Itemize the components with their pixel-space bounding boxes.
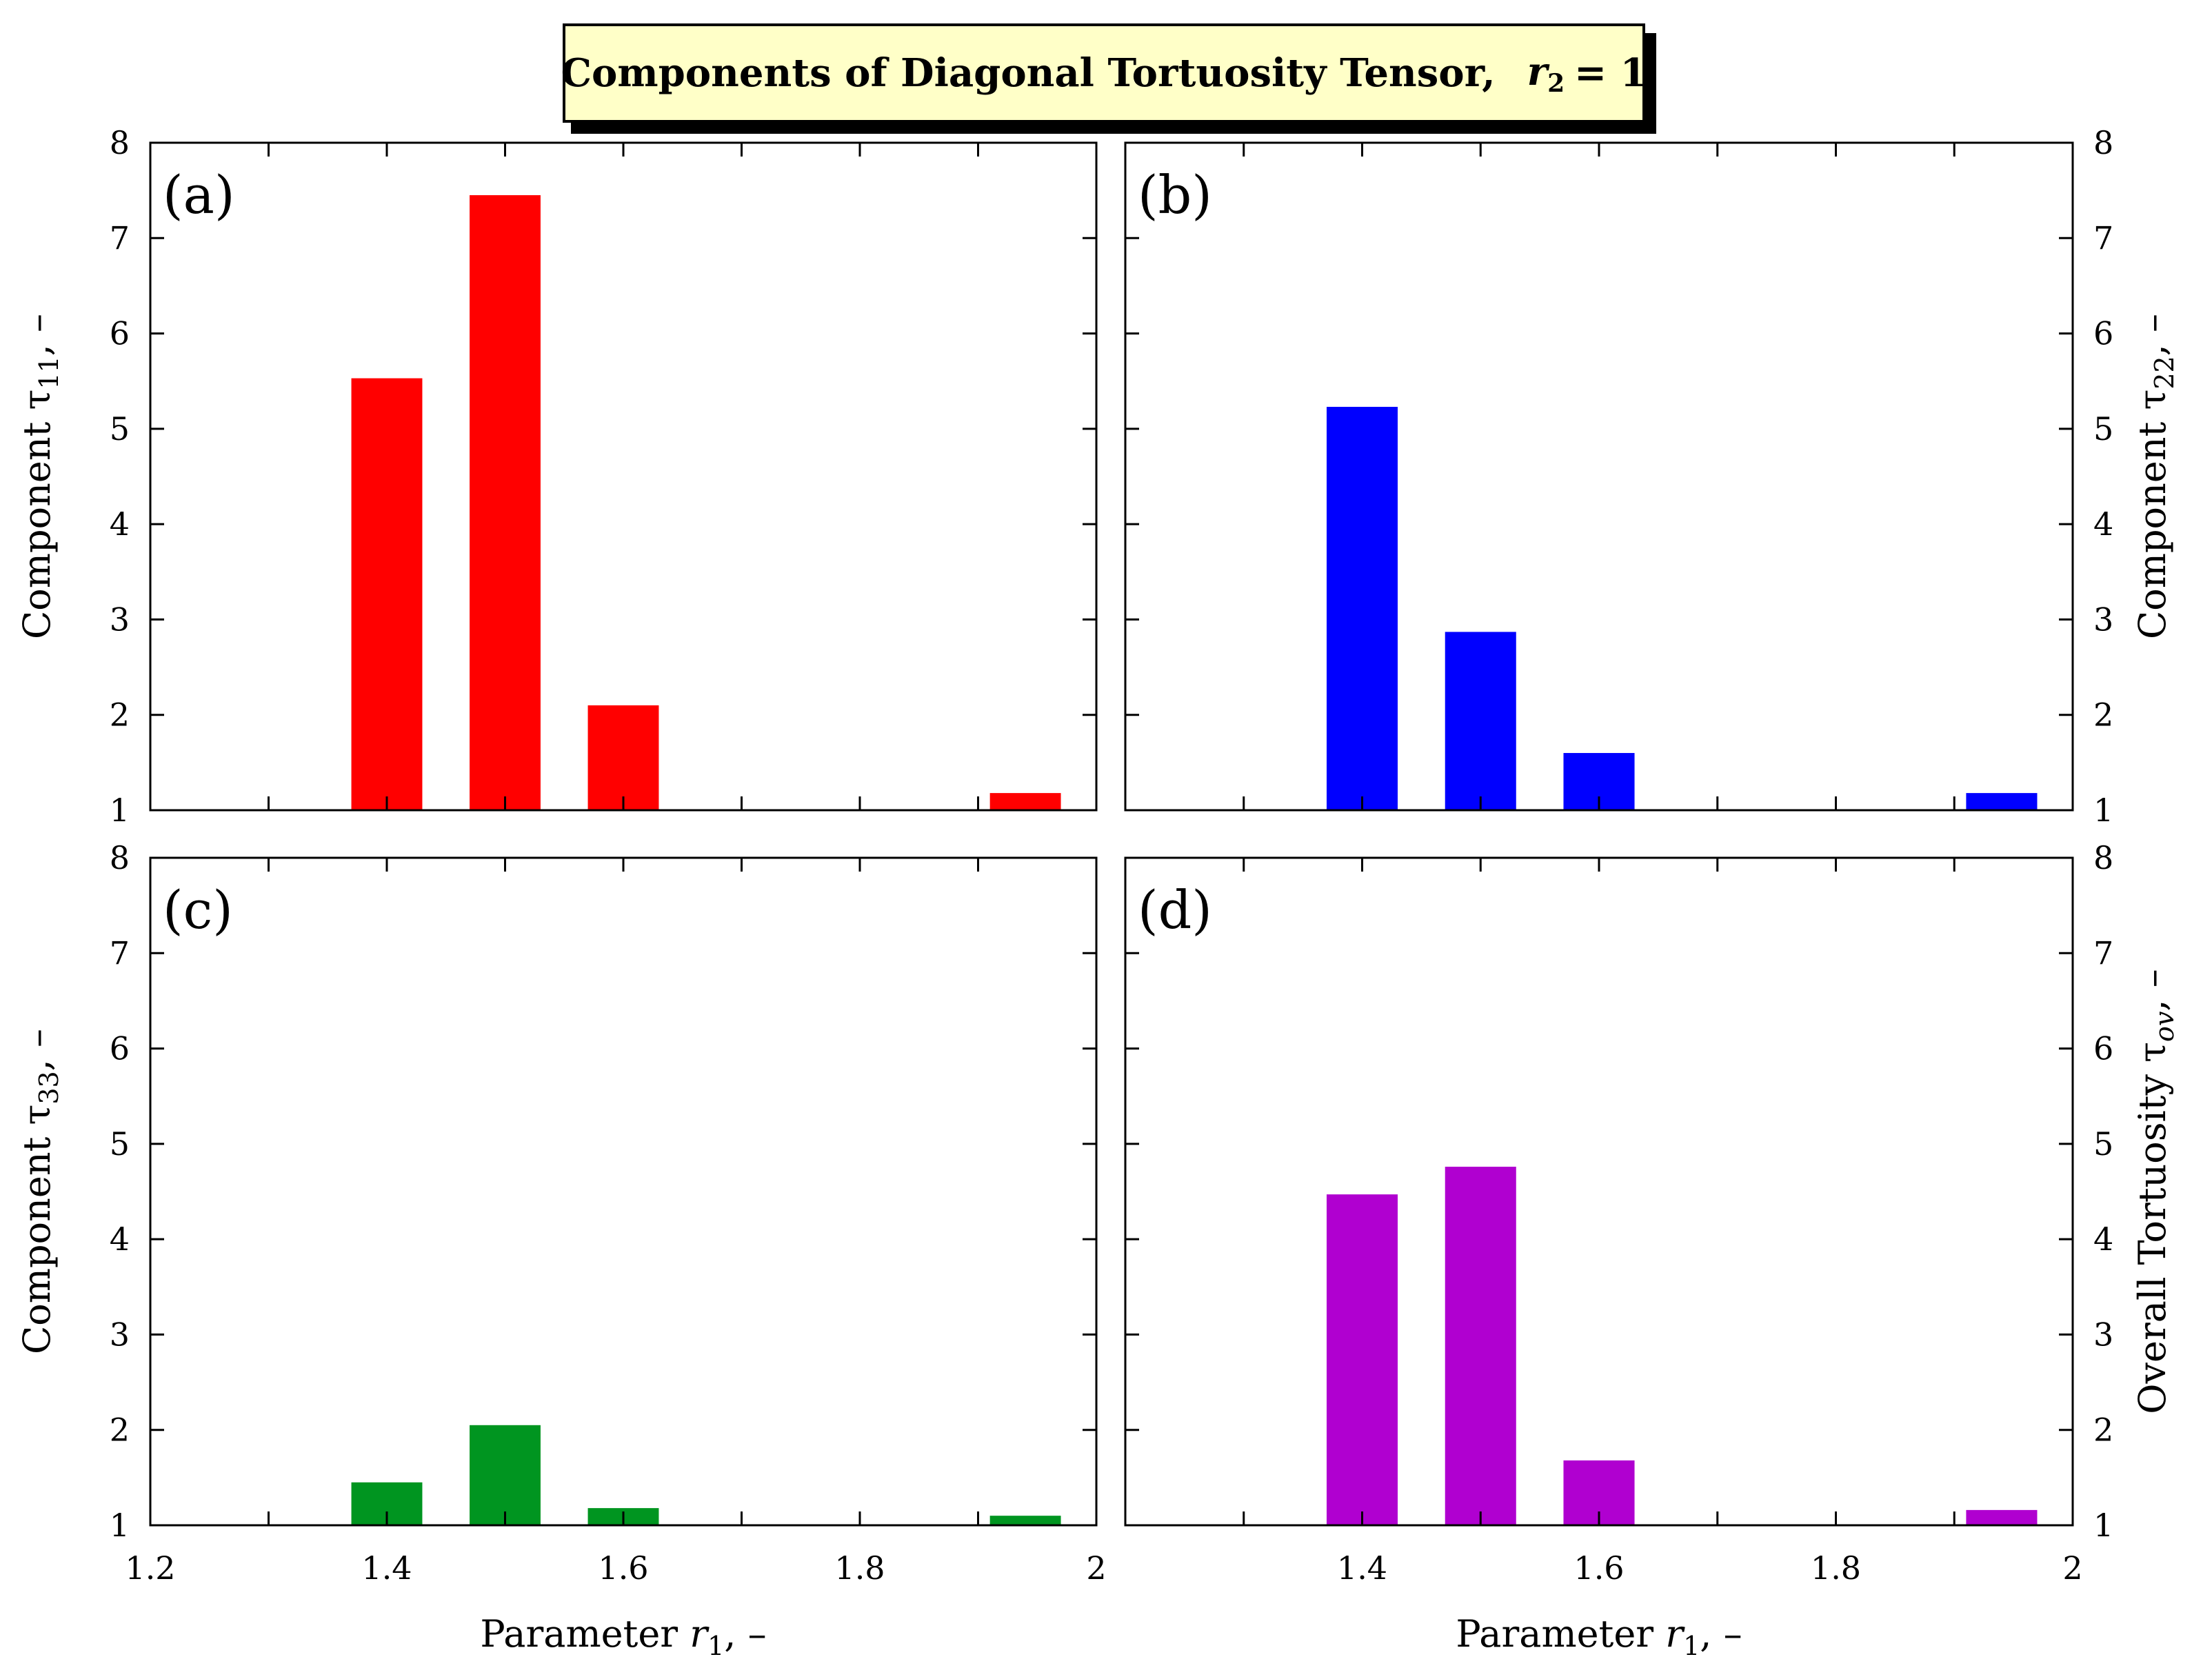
y-tick-label: 4 — [2093, 1220, 2113, 1258]
plot-frame — [1124, 141, 2074, 812]
x-axis-title: Parameter r1, – — [1456, 1612, 1742, 1661]
bar — [470, 1425, 541, 1525]
bar — [470, 195, 541, 810]
y-tick-label: 8 — [2093, 124, 2113, 161]
y-axis-title: Overall Tortuosity τov, – — [2131, 969, 2180, 1414]
chart-title-text: Components of Diagonal Tortuosity Tensor… — [561, 50, 1496, 96]
chart-title-param: r2 — [1527, 48, 1565, 98]
y-tick-label: 7 — [110, 934, 130, 972]
bar — [351, 378, 423, 810]
x-axis-title: Parameter r1, – — [480, 1612, 766, 1661]
bar — [1326, 1194, 1398, 1525]
y-tick-label: 5 — [2093, 1125, 2113, 1163]
y-tick-label: 6 — [110, 315, 130, 352]
y-tick-label: 2 — [110, 1411, 130, 1449]
y-tick-label: 3 — [2093, 1316, 2113, 1353]
y-tick-label: 1 — [2093, 792, 2113, 829]
y-tick-label: 2 — [110, 696, 130, 734]
y-tick-label: 6 — [2093, 1030, 2113, 1067]
bar — [1966, 793, 2038, 810]
panel-label: (b) — [1138, 164, 1212, 225]
panel-label: (a) — [163, 164, 235, 225]
x-tick-label: 1.4 — [361, 1549, 412, 1587]
chart-title: Components of Diagonal Tortuosity Tensor… — [561, 23, 1647, 123]
y-axis-title: Component τ11, – — [15, 314, 64, 639]
x-tick-label: 1.4 — [1337, 1549, 1387, 1587]
bar — [989, 1516, 1061, 1525]
x-tick-label: 2 — [1086, 1549, 1106, 1587]
bar — [1326, 407, 1398, 810]
y-tick-label: 2 — [2093, 1411, 2113, 1449]
y-tick-label: 8 — [2093, 839, 2113, 876]
bar — [1445, 632, 1516, 810]
x-tick-label: 1.6 — [598, 1549, 648, 1587]
panel-b: 1 2 3 4 5 6 7 8 (b) Component τ22, – — [1124, 124, 2180, 829]
x-tick-label: 2 — [2062, 1549, 2082, 1587]
bar — [1966, 1509, 2038, 1525]
plot-frame — [1124, 856, 2074, 1527]
y-tick-label: 5 — [110, 1125, 130, 1163]
y-tick-label: 1 — [110, 1507, 130, 1544]
y-tick-label: 3 — [2093, 601, 2113, 638]
panel-label: (d) — [1138, 879, 1212, 941]
y-tick-label: 6 — [2093, 315, 2113, 352]
chart-title-param-value: = 1 — [1574, 50, 1647, 96]
y-tick-label: 6 — [110, 1030, 130, 1067]
y-tick-label: 3 — [110, 601, 130, 638]
panel-a: 1 2 3 4 5 6 7 8 (a) Component τ11, – — [15, 124, 1098, 829]
y-tick-label: 4 — [110, 505, 130, 543]
y-tick-label: 1 — [110, 792, 130, 829]
bar — [989, 793, 1061, 810]
y-tick-label: 5 — [2093, 410, 2113, 448]
y-tick-label: 4 — [2093, 505, 2113, 543]
bar — [1445, 1167, 1516, 1525]
bar — [587, 705, 659, 810]
x-tick-label: 1.6 — [1573, 1549, 1624, 1587]
panel-label: (c) — [163, 879, 233, 941]
y-tick-label: 8 — [110, 839, 130, 876]
x-tick-label: 1.8 — [1811, 1549, 1861, 1587]
x-tick-label: 1.2 — [125, 1549, 175, 1587]
y-tick-label: 7 — [110, 219, 130, 257]
y-tick-label: 5 — [110, 410, 130, 448]
y-tick-label: 4 — [110, 1220, 130, 1258]
y-axis-title: Component τ22, – — [2131, 314, 2180, 639]
y-tick-label: 3 — [110, 1316, 130, 1353]
y-tick-label: 7 — [2093, 219, 2113, 257]
y-axis-title: Component τ33, – — [15, 1029, 64, 1354]
y-tick-label: 1 — [2093, 1507, 2113, 1544]
plot-frame — [149, 856, 1098, 1527]
y-tick-label: 2 — [2093, 696, 2113, 734]
y-tick-label: 8 — [110, 124, 130, 161]
y-tick-label: 7 — [2093, 934, 2113, 972]
panel-c: 1 2 3 4 5 6 7 8 1.2 1.4 1.6 1.8 2 (c) Component τ33, –… — [15, 839, 1107, 1661]
x-tick-label: 1.8 — [834, 1549, 885, 1587]
